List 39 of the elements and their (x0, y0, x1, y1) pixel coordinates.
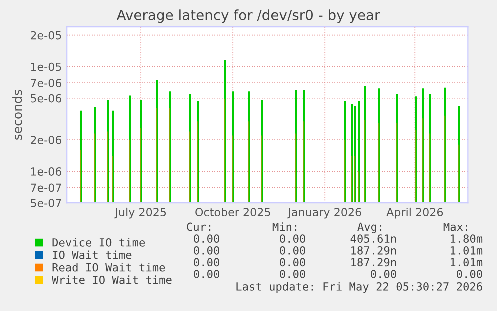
text: 0.00 (280, 234, 306, 244)
x-tick-label: April 2026 (386, 208, 444, 219)
text: 0.00 (280, 246, 306, 255)
x-tick-label: January 2026 (288, 208, 362, 219)
legend-label: Read IO Wait time (52, 263, 166, 272)
text: 405.61n (350, 234, 396, 244)
text: Last update: Fri May 22 05:30:27 2026 (236, 282, 482, 294)
text: 0.00 (194, 270, 220, 278)
x-tick-label: July 2025 (114, 208, 166, 219)
text: 1.01m (450, 246, 483, 255)
x-tick-label: October 2025 (196, 208, 270, 217)
text: 0.00 (457, 270, 482, 278)
chart-title: Average latency for /dev/sr0 - by year (116, 10, 380, 24)
y-tick-label: 2e-05 (30, 31, 62, 40)
y-tick-label: 7e-07 (31, 184, 62, 192)
legend-label: IO Wait time (53, 250, 132, 260)
y-tick-label: 7e-06 (31, 79, 62, 88)
text: 0.00 (280, 258, 306, 267)
text: 0.00 (194, 258, 220, 267)
y-tick-label: 5e-07 (31, 199, 62, 208)
text: 1.80m (450, 234, 483, 244)
text: 0.00 (194, 234, 220, 244)
y-tick-label: 1e-05 (31, 62, 62, 72)
text: Avg: (358, 222, 382, 234)
text: Min: (272, 222, 297, 232)
text: Max: (444, 222, 468, 232)
legend-label: Write IO Wait time (52, 276, 172, 284)
legend-label: Device IO time (52, 238, 146, 247)
text: Cur: (187, 222, 211, 232)
text: 187.29n (352, 246, 396, 255)
y-tick-label: 2e-06 (30, 136, 62, 144)
text: 1.01m (450, 258, 483, 267)
text: 187.29n (352, 258, 396, 267)
text: 0.00 (194, 246, 220, 255)
text: 0.00 (371, 270, 396, 278)
y-tick-label: 1e-06 (31, 168, 62, 176)
y-tick-label: 5e-06 (31, 94, 62, 103)
y-axis-title: seconds (12, 90, 22, 140)
text: 0.00 (280, 270, 306, 278)
